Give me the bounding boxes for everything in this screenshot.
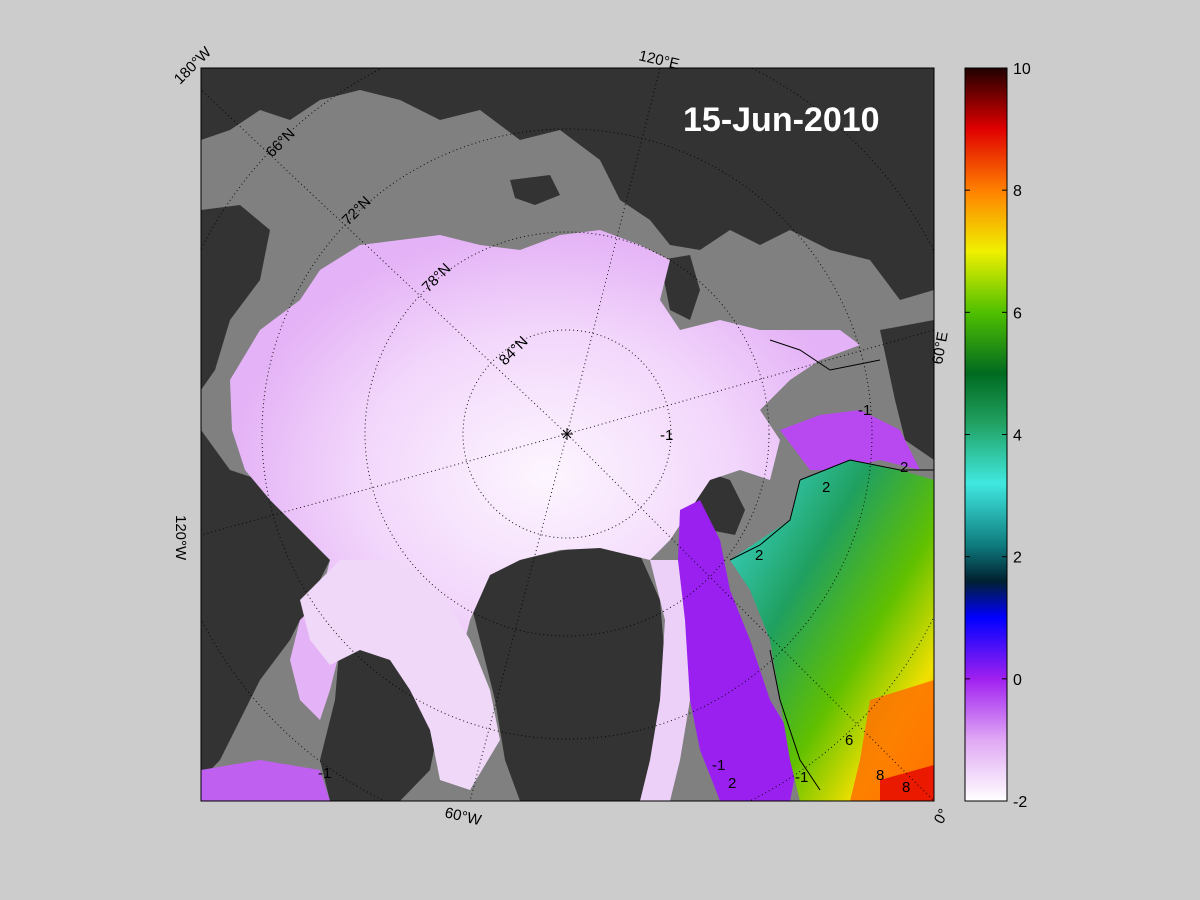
colorbar-tick-label: 4 — [1013, 428, 1022, 445]
land-alaska — [201, 205, 270, 390]
contour-label: -1 — [858, 402, 871, 419]
meridian-a — [201, 89, 568, 435]
contour-label: 8 — [902, 779, 910, 796]
contour-label: -1 — [712, 757, 725, 774]
contour-lines — [729, 339, 934, 791]
longitude-label-120w: 120°W — [172, 515, 189, 561]
land-severnaya — [510, 175, 560, 205]
colorbar-tick-label: 10 — [1013, 61, 1031, 78]
hot-core — [880, 765, 934, 801]
parallel-72 — [261, 128, 873, 740]
meridian-d — [566, 433, 934, 801]
sea-ice-greenland-east — [640, 560, 700, 801]
colorbar-tick-label: 2 — [1013, 550, 1022, 567]
sea-ice-channels — [300, 560, 500, 790]
contour-label: 2 — [755, 547, 763, 564]
contour-label: -1 — [795, 769, 808, 786]
contour-label: 2 — [900, 459, 908, 476]
land-siberia — [201, 68, 934, 300]
polar-stereographic-map: -1 -1 -1 2 2 2 -1 2 -1 6 8 8 66°N 72°N 7… — [201, 68, 934, 801]
contour-2b — [729, 479, 801, 561]
meridian-b — [566, 68, 661, 435]
contour-label: -1 — [660, 427, 673, 444]
land-scandinavia — [880, 320, 934, 460]
parallel-84 — [462, 329, 672, 539]
colorbar-tick-label: 0 — [1013, 672, 1022, 689]
contour-label: 2 — [728, 775, 736, 792]
longitude-label-60w: 60°W — [443, 804, 484, 829]
colorbar-fill — [964, 67, 1008, 802]
land-greenland — [470, 545, 665, 801]
contour-label: 8 — [876, 767, 884, 784]
marginal-ice-bering — [201, 760, 330, 801]
contour-2 — [799, 459, 934, 481]
contour-2c — [769, 649, 821, 791]
meridian-e — [469, 433, 568, 801]
longitude-label-60e: 60°E — [929, 331, 951, 366]
contour-label: 2 — [822, 479, 830, 496]
parallel-78 — [364, 231, 770, 637]
marginal-ice-barents — [780, 410, 920, 470]
meridian-f — [201, 433, 568, 536]
date-label: 15-Jun-2010 — [683, 101, 880, 139]
colorbar-tick-label: 8 — [1013, 183, 1022, 200]
longitude-label-0: 0° — [931, 806, 953, 827]
contour-minus1 — [769, 339, 881, 371]
contour-label: -1 — [318, 765, 331, 782]
map-frame — [200, 67, 935, 802]
land-novaya-zemlya — [660, 255, 700, 320]
colorbar-tick-label: -2 — [1013, 794, 1027, 811]
graticule — [201, 68, 934, 801]
contour-label: 6 — [845, 732, 853, 749]
north-pole-marker — [561, 428, 573, 440]
marginal-ice-greenland-sea — [678, 500, 800, 801]
contour-labels: -1 -1 -1 2 2 2 -1 2 -1 6 8 8 — [318, 402, 910, 796]
colorbar-tick-label: 6 — [1013, 305, 1022, 322]
colorbar: 10 8 6 4 2 0 -2 — [964, 61, 1031, 811]
colorbar-ticks: 10 8 6 4 2 0 -2 — [965, 61, 1031, 811]
warm-core-south — [850, 680, 934, 801]
